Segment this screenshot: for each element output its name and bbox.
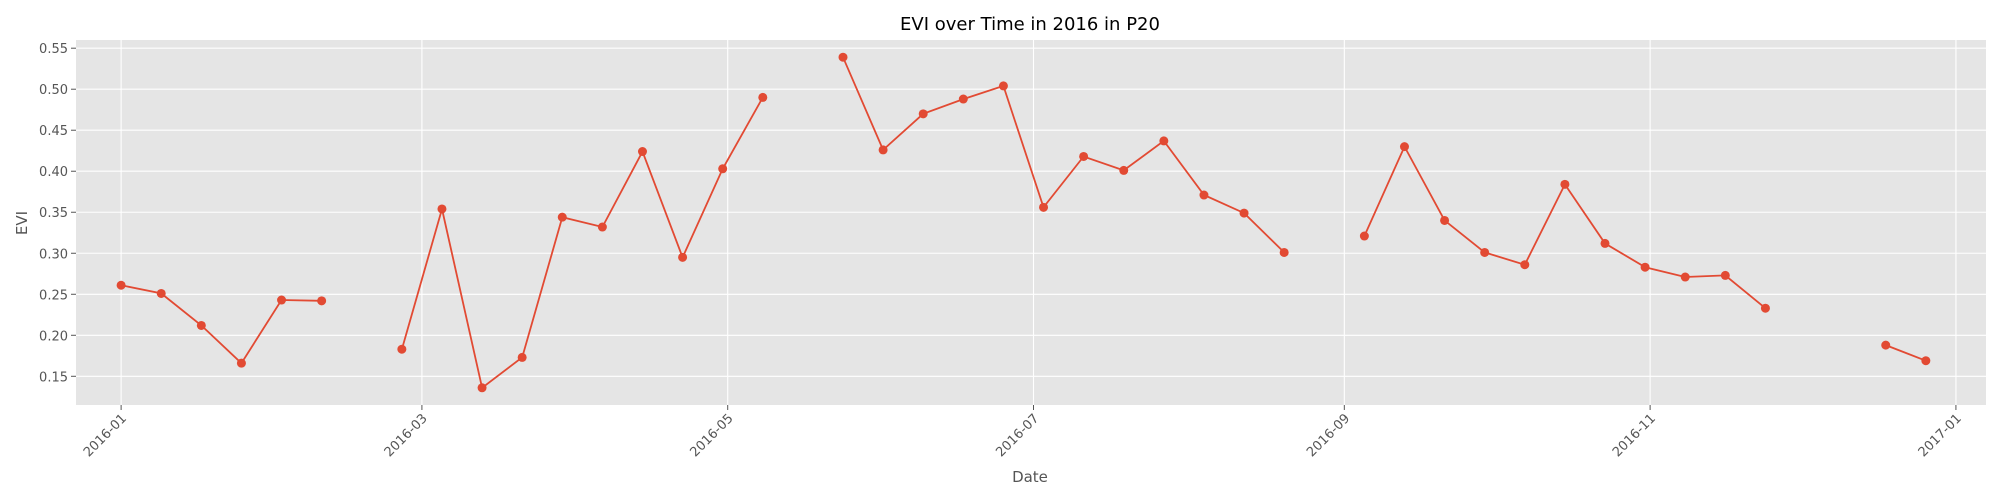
evi-data-point [1199,190,1209,200]
y-tick-label: 0.30 [39,247,68,262]
evi-data-point [998,81,1008,91]
evi-data-point [1159,136,1169,146]
y-tick-label: 0.55 [39,42,68,57]
evi-data-point [597,222,607,232]
evi-data-point [156,288,166,298]
evi-data-point [637,147,647,157]
y-tick-label: 0.20 [39,329,68,344]
y-tick-label: 0.50 [39,83,68,98]
evi-data-point [196,320,206,330]
evi-data-point [1560,179,1570,189]
evi-data-point [718,164,728,174]
y-axis-label: EVI [13,211,31,235]
plot-area [76,40,1986,405]
evi-data-point [317,296,327,306]
y-tick-label: 0.15 [39,370,68,385]
y-tick-label: 0.45 [39,124,68,139]
evi-data-point [236,358,246,368]
evi-data-point [1279,247,1289,257]
evi-data-point [678,252,688,262]
y-tick-label: 0.35 [39,206,68,221]
evi-data-point [1079,151,1089,161]
evi-data-point [758,92,768,102]
evi-data-point [1359,231,1369,241]
evi-data-point [277,295,287,305]
evi-data-point [1239,208,1249,218]
evi-data-point [116,280,126,290]
evi-data-point [1760,303,1770,313]
evi-data-point [1520,260,1530,270]
evi-series-line [1885,344,1927,362]
evi-data-point [1600,238,1610,248]
plot-background [76,40,1986,405]
evi-data-point [1640,262,1650,272]
evi-data-point [1039,202,1049,212]
evi-data-point [517,352,527,362]
evi-data-point [1921,356,1931,366]
grid-layer [76,40,1986,405]
evi-data-point [958,94,968,104]
evi-data-point [1399,142,1409,152]
evi-data-point [437,204,447,214]
evi-data-point [1720,270,1730,280]
y-axis: 0.15 0.20 0.25 0.30 0.35 0.40 0.45 0.50 0.55 [39,42,76,385]
evi-data-point [838,52,848,62]
evi-data-point [918,109,928,119]
y-tick-label: 0.25 [39,288,68,303]
evi-data-point [1480,247,1490,257]
evi-data-point [1119,165,1129,175]
evi-data-point [557,212,567,222]
y-tick-label: 0.40 [39,165,68,180]
evi-data-point [477,383,487,393]
evi-data-point [1680,272,1690,282]
evi-series-line [120,284,322,365]
evi-series-line [401,96,764,390]
chart-title: EVI over Time in 2016 in P20 [900,14,1160,35]
evi-series-line [842,56,1285,254]
x-axis-label: Date [1012,468,1048,486]
series-layer [116,52,1931,393]
evi-data-point [878,145,888,155]
evi-data-point [397,344,407,354]
evi-data-point [1881,340,1891,350]
evi-data-point [1440,215,1450,225]
